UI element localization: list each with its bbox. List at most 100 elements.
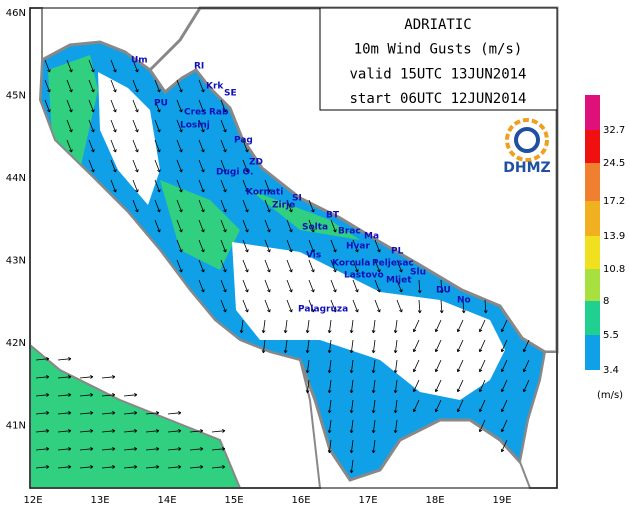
colorbar-segment — [585, 236, 600, 269]
wind-arrow — [478, 419, 486, 433]
wind-arrow — [412, 359, 420, 373]
colorbar-segment — [585, 301, 600, 335]
wind-arrow — [305, 379, 310, 394]
logo: DHMZ — [503, 118, 551, 176]
wind-arrow — [57, 447, 72, 451]
wind-arrow — [522, 359, 530, 373]
wind-arrow — [101, 375, 116, 379]
wind-arrow — [352, 239, 359, 253]
wind-arrow — [456, 399, 464, 413]
wind-arrow — [352, 279, 359, 293]
colorbar-segment — [585, 335, 600, 370]
wind-arrow — [154, 99, 161, 113]
wind-arrow — [439, 279, 444, 294]
wind-arrow — [286, 299, 293, 313]
colorbar-label: 3.4 — [603, 365, 619, 376]
wind-arrow — [110, 179, 117, 193]
wind-arrow — [308, 299, 315, 313]
wind-arrow — [220, 119, 227, 133]
map-frame — [29, 7, 558, 489]
title-line: start 06UTC 12JUN2014 — [349, 91, 526, 107]
wind-arrow — [220, 99, 227, 113]
wind-arrow — [88, 99, 95, 113]
wind-arrow — [220, 299, 227, 313]
wind-arrow — [176, 239, 183, 253]
wind-arrow — [478, 339, 486, 353]
wind-arrow — [145, 447, 160, 451]
wind-arrow — [154, 119, 161, 133]
wind-arrow — [330, 259, 337, 273]
place-label: SI — [292, 194, 302, 204]
wind-arrow — [211, 447, 226, 451]
wind-arrow — [371, 319, 376, 334]
colorbar-label: 32.7 — [603, 125, 625, 136]
wind-arrow — [57, 357, 72, 361]
wind-arrow — [412, 399, 420, 413]
place-label: Solta — [302, 223, 328, 233]
wind-arrow — [154, 159, 161, 173]
wind-arrow — [220, 219, 227, 233]
wind-arrow — [393, 319, 398, 334]
wind-arrow — [145, 411, 160, 415]
x-tick-label: 17E — [358, 495, 377, 506]
wind-arrow — [35, 393, 50, 397]
wind-arrow — [167, 411, 182, 415]
wind-arrow — [123, 411, 138, 415]
wind-arrow — [456, 319, 464, 333]
place-label: Krk — [206, 82, 224, 92]
wind-arrow — [434, 339, 442, 353]
wind-arrow — [211, 465, 226, 469]
wind-arrow — [110, 59, 117, 73]
wind-arrow — [79, 375, 94, 379]
x-tick-label: 15E — [224, 495, 243, 506]
wind-arrow — [286, 279, 293, 293]
place-label: Lastovo — [344, 271, 384, 281]
wind-arrow — [500, 399, 508, 413]
place-label: Vis — [306, 251, 321, 261]
place-label: Cres — [184, 108, 207, 118]
colorbar-segment — [585, 163, 600, 201]
wind-arrow — [242, 239, 249, 253]
wind-arrow — [308, 259, 315, 273]
wind-arrow — [176, 159, 183, 173]
wind-arrow — [456, 359, 464, 373]
wind-arrow — [176, 259, 183, 273]
wind-arrow — [393, 339, 398, 354]
wind-arrow — [434, 359, 442, 373]
wind-arrow — [101, 411, 116, 415]
wind-arrow — [308, 199, 315, 213]
wind-arrow — [189, 429, 204, 433]
wind-arrow — [264, 239, 271, 253]
y-tick-label: 45N — [6, 91, 26, 102]
wind-arrow — [132, 159, 139, 173]
wind-arrow — [79, 447, 94, 451]
wind-arrow — [327, 319, 332, 334]
wind-arrow — [198, 279, 205, 293]
place-label: Mljet — [386, 276, 412, 286]
wind-arrow — [35, 429, 50, 433]
place-label: ZD — [249, 158, 263, 168]
colorbar-label: 8 — [603, 296, 609, 307]
x-tick-label: 13E — [90, 495, 109, 506]
wind-arrows — [35, 59, 530, 474]
wind-arrow — [264, 199, 271, 213]
calm-area — [98, 72, 160, 205]
place-label: BT — [326, 211, 340, 221]
place-label: SE — [224, 89, 237, 99]
wind-arrow — [66, 139, 73, 153]
wind-arrow — [198, 159, 205, 173]
wind-arrow — [283, 319, 288, 334]
wind-arrow — [412, 319, 420, 333]
wind-arrow — [220, 239, 227, 253]
wind-arrow — [349, 419, 354, 434]
wind-arrow — [374, 299, 381, 313]
wind-arrow — [44, 59, 51, 73]
wind-arrow — [242, 139, 249, 153]
wind-arrow — [396, 259, 403, 273]
place-label: Losinj — [180, 121, 210, 131]
wind-arrow — [132, 139, 139, 153]
wind-arrow — [456, 339, 464, 353]
x-tick-label: 18E — [425, 495, 444, 506]
wind-arrow — [371, 419, 376, 434]
wind-arrow — [242, 219, 249, 233]
